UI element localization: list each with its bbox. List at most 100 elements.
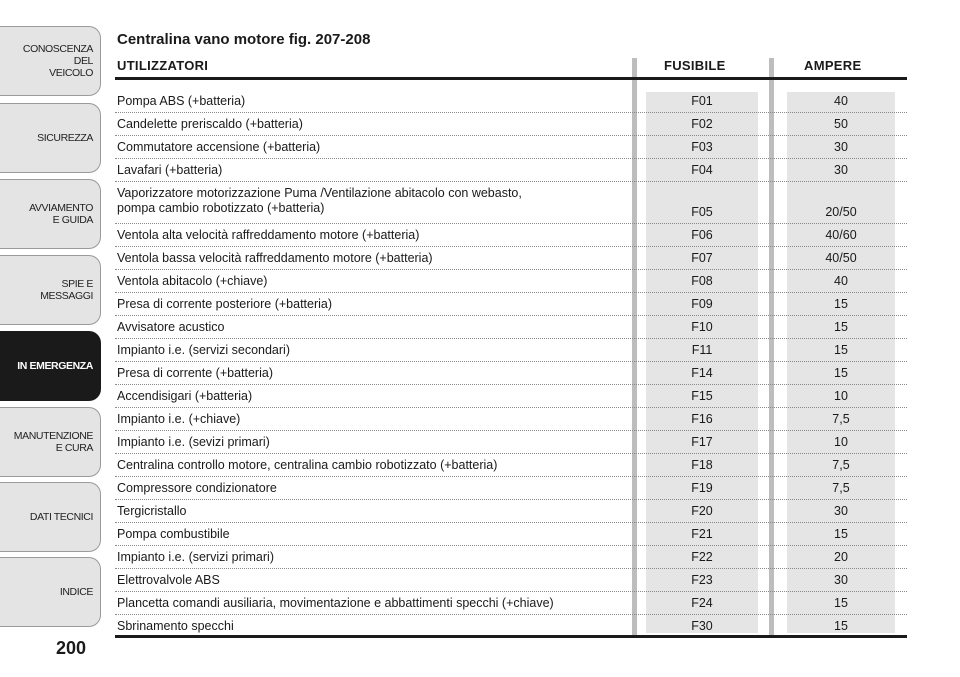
table-row: Commutatore accensione (+batteria) F03 30 xyxy=(115,136,907,159)
utilizzatore-cell: Impianto i.e. (servizi primari) xyxy=(117,550,274,564)
ampere-cell: 50 xyxy=(834,117,848,131)
fusibile-cell: F17 xyxy=(691,435,713,449)
utilizzatore-cell: Commutatore accensione (+batteria) xyxy=(117,140,321,154)
utilizzatore-cell: Avvisatore acustico xyxy=(117,320,225,334)
column-divider xyxy=(769,58,774,637)
ampere-cell: 30 xyxy=(834,163,848,177)
ampere-cell: 30 xyxy=(834,504,848,518)
table-row: Ventola abitacolo (+chiave) F08 40 xyxy=(115,270,907,293)
fusibile-cell: F07 xyxy=(691,251,713,265)
table-row: Pompa combustibile F21 15 xyxy=(115,523,907,546)
ampere-cell: 30 xyxy=(834,573,848,587)
fusibile-cell: F06 xyxy=(691,228,713,242)
ampere-cell: 15 xyxy=(834,343,848,357)
utilizzatore-cell: Ventola abitacolo (+chiave) xyxy=(117,274,268,288)
tab-manutenzione-e-cura[interactable]: MANUTENZIONE E CURA xyxy=(0,407,101,477)
fusibile-cell: F22 xyxy=(691,550,713,564)
table-row: Presa di corrente posteriore (+batteria)… xyxy=(115,293,907,316)
utilizzatore-cell: Pompa ABS (+batteria) xyxy=(117,94,246,108)
fusibile-cell: F01 xyxy=(691,94,713,108)
page-title: Centralina vano motore fig. 207-208 xyxy=(117,31,371,48)
ampere-cell: 15 xyxy=(834,366,848,380)
fusibile-cell: F08 xyxy=(691,274,713,288)
header-fusibile: FUSIBILE xyxy=(664,58,726,73)
ampere-cell: 40/60 xyxy=(825,228,857,242)
ampere-cell: 15 xyxy=(834,320,848,334)
utilizzatore-cell: Elettrovalvole ABS xyxy=(117,573,220,587)
fusibile-cell: F15 xyxy=(691,389,713,403)
utilizzatore-cell: Ventola bassa velocità raffreddamento mo… xyxy=(117,251,433,265)
utilizzatore-cell: Centralina controllo motore, centralina … xyxy=(117,458,498,472)
fusibile-cell: F14 xyxy=(691,366,713,380)
table-row: Impianto i.e. (sevizi primari) F17 10 xyxy=(115,431,907,454)
utilizzatore-cell: Sbrinamento specchi xyxy=(117,619,234,633)
tab-avviamento-e-guida[interactable]: AVVIAMENTO E GUIDA xyxy=(0,179,101,249)
fusibile-cell: F23 xyxy=(691,573,713,587)
column-divider xyxy=(632,58,637,637)
ampere-cell: 40 xyxy=(834,274,848,288)
table-row: Avvisatore acustico F10 15 xyxy=(115,316,907,339)
fusibile-cell: F30 xyxy=(691,619,713,633)
ampere-cell: 20/50 xyxy=(825,205,857,219)
ampere-cell: 10 xyxy=(834,389,848,403)
ampere-cell: 15 xyxy=(834,297,848,311)
fusibile-cell: F24 xyxy=(691,596,713,610)
utilizzatore-cell: Impianto i.e. (+chiave) xyxy=(117,412,241,426)
table-row: Vaporizzatore motorizzazione Puma /Venti… xyxy=(115,182,907,224)
page-number: 200 xyxy=(56,638,87,658)
header-ampere: AMPERE xyxy=(804,58,862,73)
table-row: Ventola alta velocità raffreddamento mot… xyxy=(115,224,907,247)
utilizzatore-cell: Impianto i.e. (servizi secondari) xyxy=(117,343,290,357)
fusibile-cell: F19 xyxy=(691,481,713,495)
fusibile-cell: F16 xyxy=(691,412,713,426)
fusibile-cell: F04 xyxy=(691,163,713,177)
table-row: Candelette preriscaldo (+batteria) F02 50 xyxy=(115,113,907,136)
utilizzatore-cell: Tergicristallo xyxy=(117,504,187,518)
table-row: Impianto i.e. (servizi primari) F22 20 xyxy=(115,546,907,569)
ampere-cell: 7,5 xyxy=(832,458,850,472)
utilizzatore-cell: Presa di corrente posteriore (+batteria) xyxy=(117,297,333,311)
table-row: Accendisigari (+batteria) F15 10 xyxy=(115,385,907,408)
utilizzatore-cell: Candelette preriscaldo (+batteria) xyxy=(117,117,303,131)
table-row: Tergicristallo F20 30 xyxy=(115,500,907,523)
utilizzatore-cell: Presa di corrente (+batteria) xyxy=(117,366,273,380)
ampere-cell: 40/50 xyxy=(825,251,857,265)
fusibile-cell: F11 xyxy=(691,343,713,357)
utilizzatore-cell: Vaporizzatore motorizzazione Puma /Venti… xyxy=(117,186,522,215)
header-utilizzatori: UTILIZZATORI xyxy=(117,58,209,73)
ampere-cell: 30 xyxy=(834,140,848,154)
tab-indice[interactable]: INDICE xyxy=(0,557,101,627)
utilizzatore-cell: Accendisigari (+batteria) xyxy=(117,389,253,403)
table-row: Sbrinamento specchi F30 15 xyxy=(115,615,907,638)
fusibile-cell: F03 xyxy=(691,140,713,154)
ampere-cell: 15 xyxy=(834,619,848,633)
utilizzatore-cell: Pompa combustibile xyxy=(117,527,230,541)
tab-in-emergenza[interactable]: IN EMERGENZA xyxy=(0,331,101,401)
table-row: Plancetta comandi ausiliaria, movimentaz… xyxy=(115,592,907,615)
table-row: Centralina controllo motore, centralina … xyxy=(115,454,907,477)
header-rule xyxy=(115,77,907,80)
ampere-column-background xyxy=(787,92,895,633)
table-row: Elettrovalvole ABS F23 30 xyxy=(115,569,907,592)
fuse-table: Pompa ABS (+batteria) F01 40 Candelette pre… xyxy=(115,90,907,638)
tab-sicurezza[interactable]: SICUREZZA xyxy=(0,103,101,173)
fusibile-cell: F18 xyxy=(691,458,713,472)
tab-dati-tecnici[interactable]: DATI TECNICI xyxy=(0,482,101,552)
fusibile-cell: F21 xyxy=(691,527,713,541)
ampere-cell: 7,5 xyxy=(832,412,850,426)
fusibile-cell: F05 xyxy=(691,205,713,219)
table-row: Compressore condizionatore F19 7,5 xyxy=(115,477,907,500)
ampere-cell: 10 xyxy=(834,435,848,449)
fusibile-cell: F10 xyxy=(691,320,713,334)
fusibile-cell: F20 xyxy=(691,504,713,518)
tab-conoscenza-del-veicolo[interactable]: CONOSCENZA DEL VEICOLO xyxy=(0,26,101,96)
table-row: Pompa ABS (+batteria) F01 40 xyxy=(115,90,907,113)
tab-spie-e-messaggi[interactable]: SPIE E MESSAGGI xyxy=(0,255,101,325)
fusibile-column-background xyxy=(646,92,758,633)
ampere-cell: 20 xyxy=(834,550,848,564)
utilizzatore-cell: Ventola alta velocità raffreddamento mot… xyxy=(117,228,420,242)
utilizzatore-cell: Plancetta comandi ausiliaria, movimentaz… xyxy=(117,596,554,610)
ampere-cell: 7,5 xyxy=(832,481,850,495)
utilizzatore-cell: Lavafari (+batteria) xyxy=(117,163,223,177)
utilizzatore-cell: Impianto i.e. (sevizi primari) xyxy=(117,435,270,449)
